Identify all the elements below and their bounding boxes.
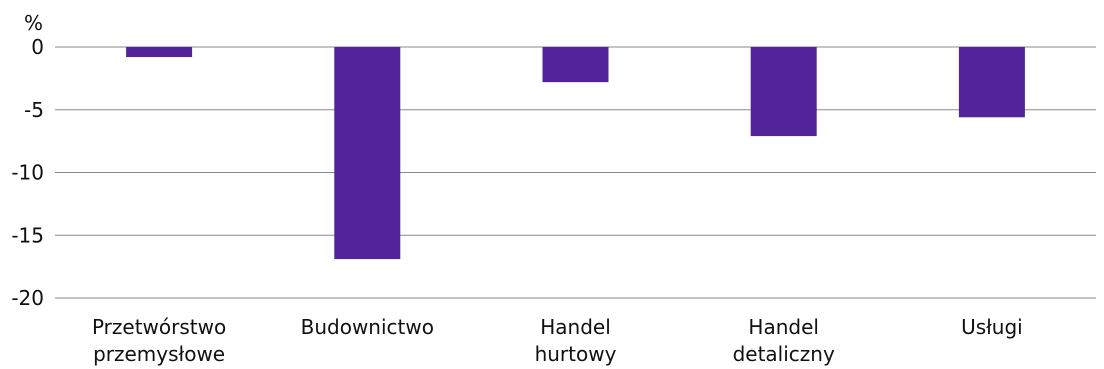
x-category-label: Przetwórstwo przemysłowe [92, 315, 226, 366]
x-category-label: Handel detaliczny [733, 315, 835, 366]
x-category-label-line: Handel [540, 315, 611, 339]
x-category-label-line: detaliczny [733, 342, 835, 366]
y-tick-label: -5 [24, 98, 44, 122]
x-category-label-line: przemysłowe [93, 342, 225, 366]
y-tick-label: -10 [11, 161, 44, 185]
y-axis-unit-label: % [24, 11, 43, 35]
x-category-label-line: Usługi [961, 315, 1023, 339]
y-tick-labels: 0 -5 -10 -15 -20 [11, 35, 44, 310]
bar [334, 47, 401, 260]
x-category-label-line: Przetwórstwo [92, 315, 226, 339]
x-category-label-line: Handel [748, 315, 819, 339]
x-category-label: Handel hurtowy [535, 315, 617, 366]
x-category-label: Usługi [961, 315, 1023, 339]
bar [542, 47, 609, 83]
gridlines [55, 46, 1096, 299]
bar [126, 47, 193, 58]
category-labels: Przetwórstwo przemysłowe Budownictwo Handel… [92, 315, 1023, 366]
bar [958, 47, 1025, 118]
bar [750, 47, 817, 137]
x-category-label-line: Budownictwo [301, 315, 434, 339]
bars [126, 47, 1025, 260]
y-tick-label: -15 [11, 223, 44, 247]
y-tick-label: -20 [11, 286, 44, 310]
x-category-label-line: hurtowy [535, 342, 617, 366]
y-tick-label: 0 [31, 35, 44, 59]
x-category-label: Budownictwo [301, 315, 434, 339]
